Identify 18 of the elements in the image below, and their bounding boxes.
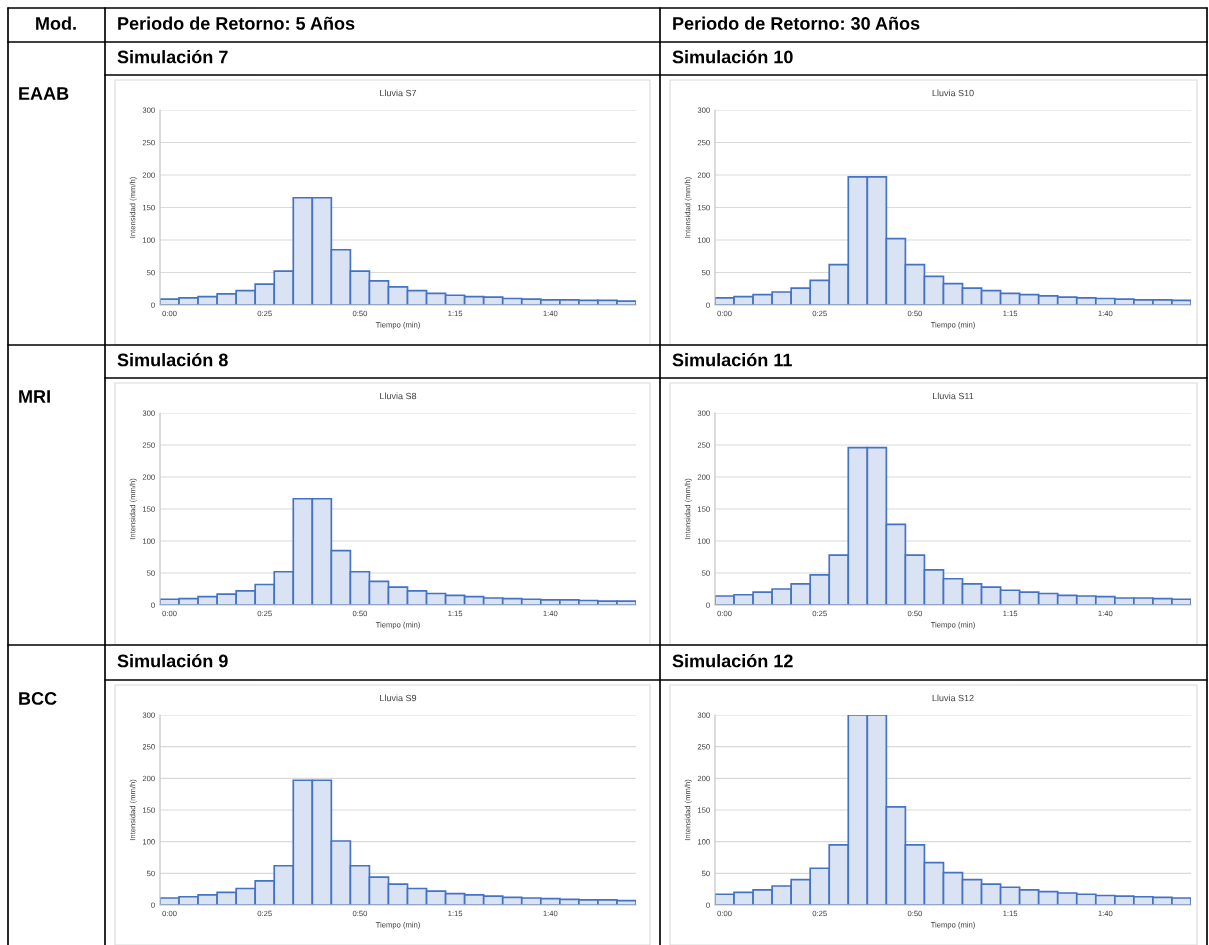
- chart-subtitle: Simulación 12: [672, 653, 793, 668]
- chart-subtitle: Simulación 8: [117, 352, 228, 367]
- chart-subtitle: Simulación 9: [117, 653, 228, 668]
- chart-title: Lluvia S7: [380, 89, 417, 97]
- chart-subtitle: Simulación 11: [672, 352, 792, 367]
- chart-title: Lluvia S8: [380, 392, 417, 400]
- chart-title: Lluvia S10: [932, 89, 974, 97]
- chart-title: Lluvia S11: [932, 392, 974, 400]
- text: Periodo de Retorno: 30 Años: [673, 16, 920, 30]
- chart-subtitle: Simulación 10: [672, 49, 793, 64]
- text: EAAB: [19, 87, 69, 100]
- chart-title: Lluvia S9: [380, 694, 417, 702]
- text: BCC: [19, 692, 57, 705]
- text: MRI: [19, 390, 50, 403]
- text: Mod.: [36, 16, 76, 30]
- chart-subtitle: Simulación 7: [117, 49, 228, 64]
- text: Periodo de Retorno: 5 Años: [118, 16, 355, 30]
- chart-title: Lluvia S12: [932, 694, 974, 702]
